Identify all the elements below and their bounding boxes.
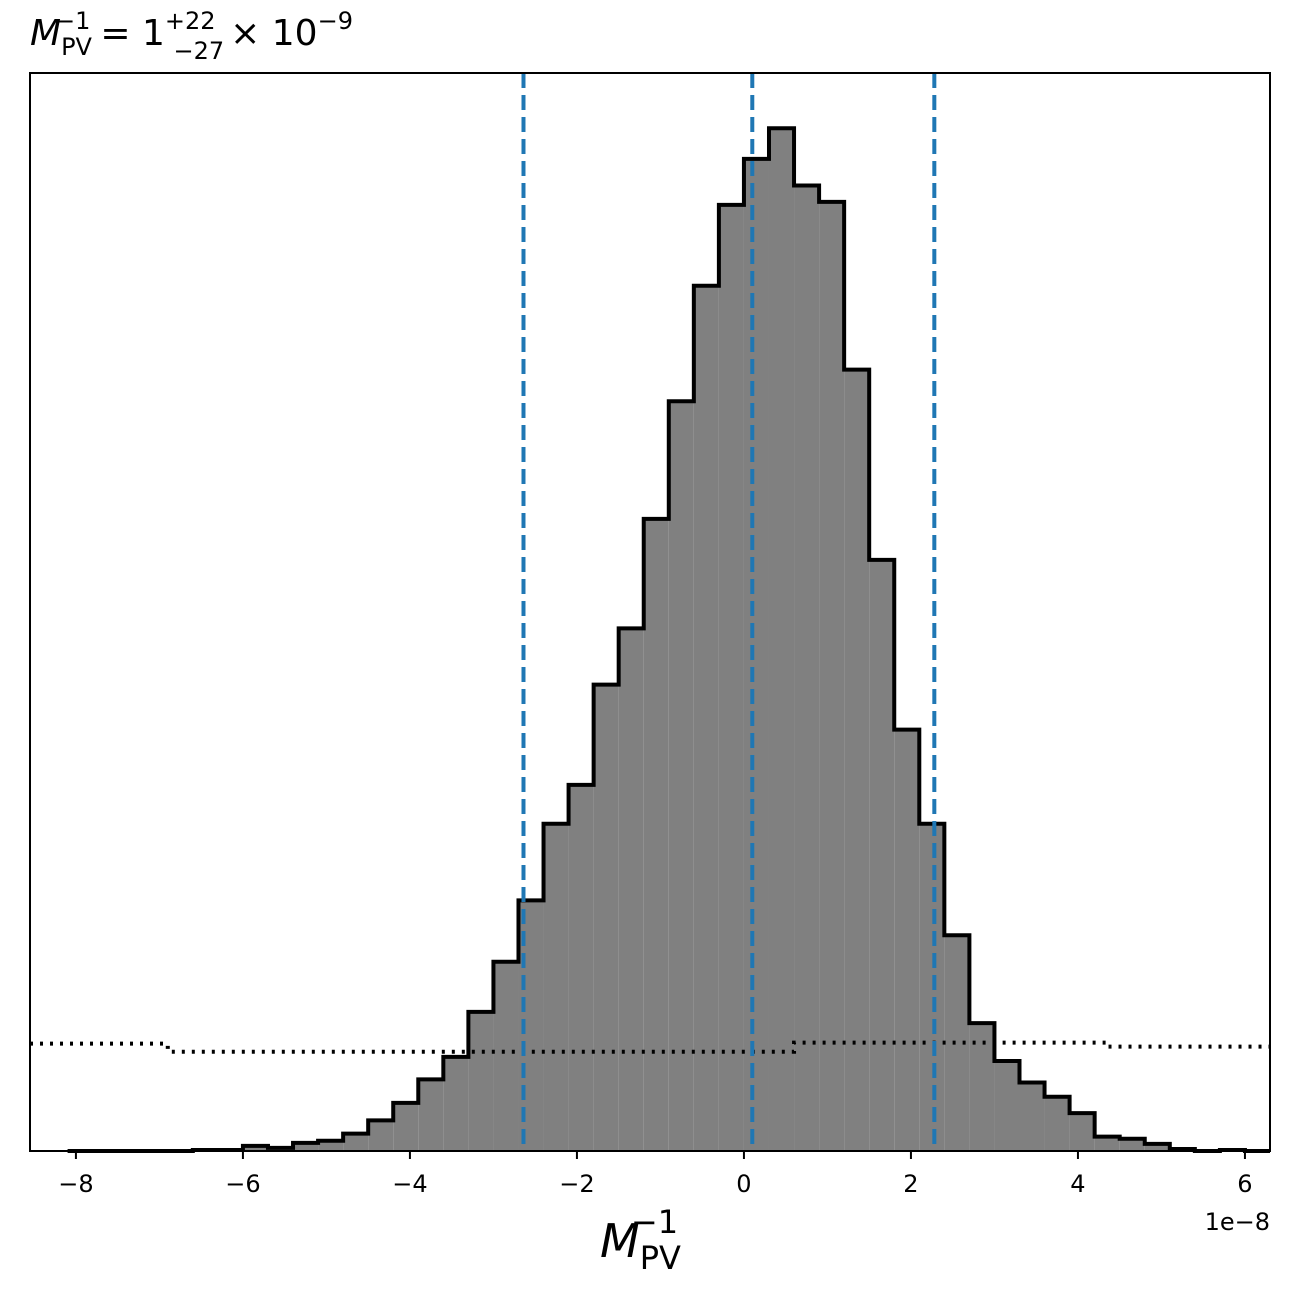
histogram-bar (1094, 1136, 1120, 1151)
title-times: × 10 (230, 13, 317, 54)
histogram-bars (67, 126, 1270, 1153)
quantile-lines (521, 73, 937, 1151)
histogram-bar (443, 1056, 469, 1151)
title-minus-err: −27 (174, 37, 225, 65)
histogram-bar (1069, 1113, 1095, 1151)
histogram-bar (568, 784, 594, 1151)
histogram-bar (819, 201, 845, 1151)
axes-frame (29, 72, 1271, 1152)
histogram-bar (543, 823, 569, 1151)
histogram-bar (393, 1102, 419, 1151)
histogram-bar (994, 1060, 1020, 1151)
histogram-bar (743, 158, 769, 1151)
histogram-bar (1119, 1138, 1145, 1151)
histogram-bar (293, 1142, 319, 1151)
histogram-bar (693, 285, 719, 1152)
histogram-outline (67, 126, 1270, 1153)
histogram-bar (493, 961, 519, 1151)
histogram-bar (242, 1145, 268, 1151)
histogram-bar (944, 935, 970, 1151)
title-symbol: M (30, 13, 61, 54)
histogram-bar (1044, 1096, 1070, 1151)
xlabel-sub: PV (640, 1239, 681, 1277)
histogram-bar (844, 369, 870, 1152)
histogram-bar (768, 128, 795, 1151)
x-tick-label: −8 (58, 1170, 93, 1198)
x-axis-label: MPV−1 (600, 1203, 681, 1277)
title-plus-err: +22 (165, 7, 216, 35)
histogram-bar (343, 1133, 369, 1151)
title-exp: −9 (318, 7, 353, 35)
histogram-bar (894, 729, 920, 1151)
histogram-bar (794, 185, 820, 1151)
chart-title: MPV−1 = 1+22 −27 × 10−9 (30, 7, 353, 65)
histogram-bar (593, 684, 619, 1151)
title-sub: PV (61, 33, 92, 61)
histogram-bar (468, 1011, 494, 1151)
histogram-bar (919, 823, 945, 1151)
xlabel-symbol: M (600, 1214, 640, 1268)
histogram-bar (618, 628, 644, 1151)
title-equals: = 1 (100, 13, 165, 54)
x-offset-label: 1e−8 (1205, 1208, 1270, 1236)
x-tick-label: 6 (1237, 1170, 1252, 1198)
x-axis-ticks: −8 −6 −4 −2 0 2 4 6 (58, 1151, 1253, 1198)
title-sup: −1 (55, 7, 90, 35)
x-tick-label: 2 (903, 1170, 918, 1198)
histogram-bar (318, 1140, 344, 1151)
histogram-bar (668, 401, 694, 1151)
x-tick-label: −6 (225, 1170, 260, 1198)
histogram-bar (1019, 1082, 1045, 1151)
histogram-bar (1144, 1143, 1170, 1151)
histogram-bar (718, 204, 744, 1151)
x-tick-label: −2 (559, 1170, 594, 1198)
histogram-bar (869, 559, 895, 1151)
histogram-bar (368, 1120, 394, 1151)
x-tick-label: −4 (392, 1170, 427, 1198)
histogram-bar (643, 518, 669, 1151)
histogram-bar (418, 1079, 444, 1151)
xlabel-sup: −1 (631, 1203, 678, 1241)
x-tick-label: 0 (736, 1170, 751, 1198)
x-tick-label: 4 (1070, 1170, 1085, 1198)
